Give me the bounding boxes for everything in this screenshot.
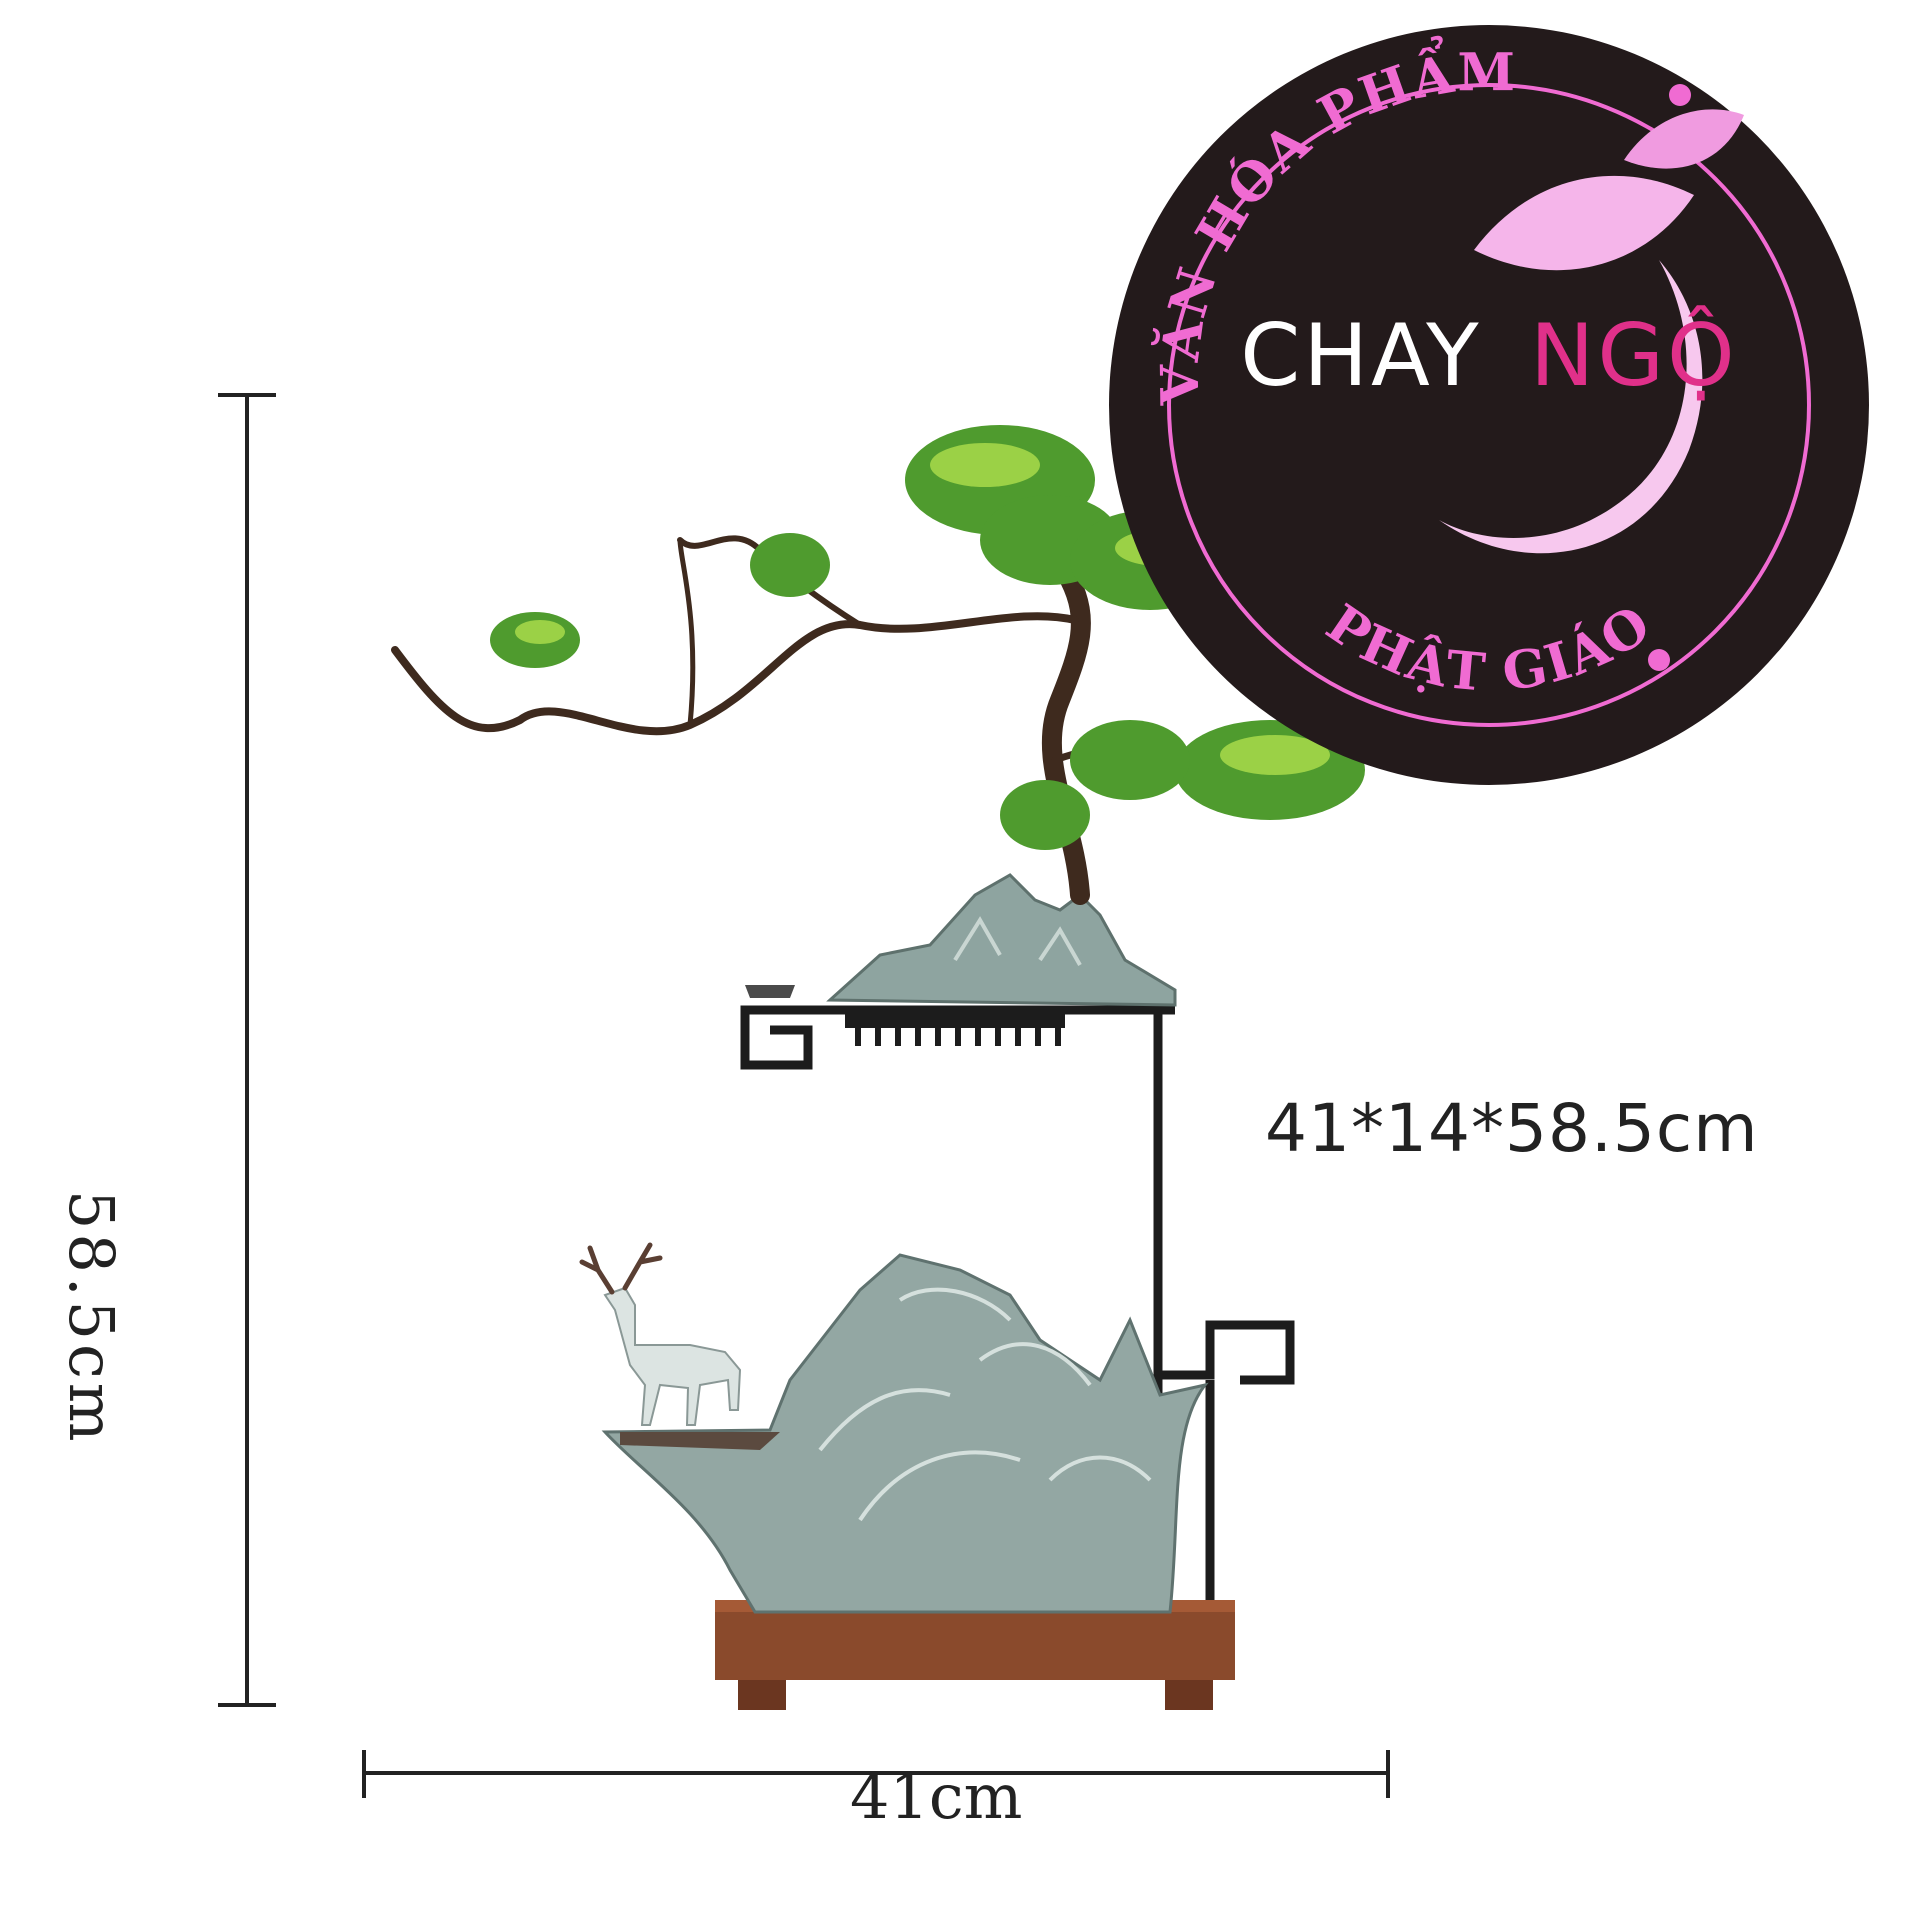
width-label: 41cm (850, 1760, 1023, 1833)
ring-dot (1648, 649, 1670, 671)
deer-figurine (579, 1242, 742, 1426)
height-dimension-line (218, 393, 276, 1707)
ring-dot (1669, 84, 1691, 106)
brand-name-part2: NGỘ (1530, 306, 1738, 406)
brand-name: CHAY NGỘ (1240, 306, 1737, 406)
wooden-base (715, 1600, 1235, 1710)
leaf-icon (1474, 175, 1694, 271)
leaf-icon (1624, 109, 1744, 169)
crescent-swoosh (1439, 260, 1703, 554)
brand-name-part1: CHAY (1240, 306, 1481, 406)
lower-ceramic-mountain (601, 1253, 1209, 1614)
incense-holder (745, 985, 795, 998)
inner-ring (1167, 83, 1811, 727)
rain-tray (845, 1014, 1065, 1046)
size-label: 41*14*58.5cm (1265, 1090, 1759, 1167)
width-dimension-line (362, 1750, 1390, 1798)
height-label: 58.5cm (55, 1190, 128, 1446)
upper-ceramic-mountain (826, 873, 1177, 1007)
brand-logo: VĂN HÓA PHẨM PHẬT GIÁO CHAY NGỘ (1109, 25, 1869, 785)
